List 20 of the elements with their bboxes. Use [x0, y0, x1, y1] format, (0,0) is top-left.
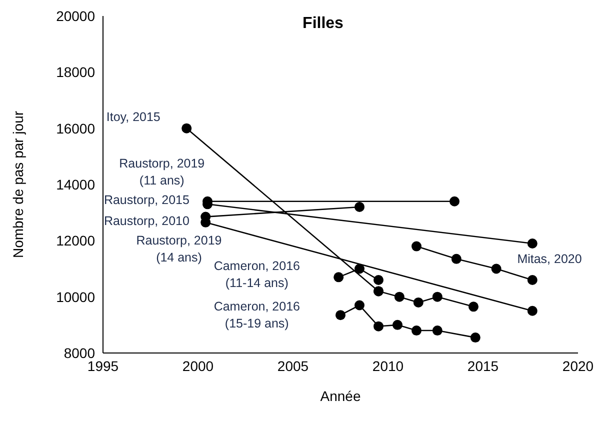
x-tick-label: 2000 — [182, 358, 214, 374]
y-tick-label: 18000 — [56, 64, 96, 80]
y-tick-label: 10000 — [56, 288, 96, 305]
annotation: Raustorp, 2010 — [104, 214, 190, 228]
x-tick-label: 2010 — [372, 358, 404, 374]
annotation: Raustorp, 2019 (11 ans) — [119, 156, 205, 188]
annotation: Mitas, 2020 — [517, 252, 582, 266]
chart-title: Filles — [302, 15, 344, 32]
y-tick-label: 16000 — [56, 120, 96, 136]
annotation: Raustorp, 2015 — [104, 192, 190, 207]
y-tick-label: 12000 — [56, 232, 96, 249]
x-tick-label: 2005 — [277, 358, 309, 374]
x-tick-label: 2020 — [562, 358, 594, 374]
x-axis-title: Année — [320, 388, 361, 404]
annotation: Cameron, 2016 (15-19 ans) — [214, 300, 300, 331]
y-axis-title: Nombre de pas par jour — [10, 110, 26, 258]
x-tick-label: 2015 — [467, 358, 499, 374]
y-tick-label: 14000 — [56, 176, 96, 192]
annotation: Itoy, 2015 — [106, 110, 160, 124]
y-tick-label: 20000 — [56, 8, 96, 24]
